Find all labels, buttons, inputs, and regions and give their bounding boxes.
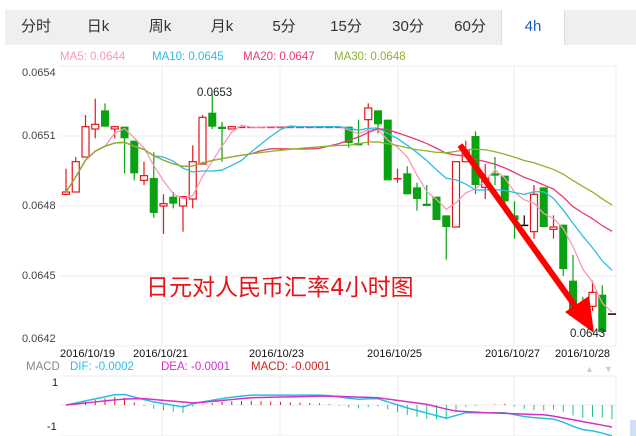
date-label: 2016/10/19	[60, 348, 116, 360]
dif-line	[65, 393, 613, 436]
candle-body	[432, 196, 441, 220]
ma20-legend: MA20: 0.0647	[243, 51, 315, 63]
candle-body	[559, 224, 568, 269]
candle-body	[130, 140, 139, 174]
candle-body	[91, 123, 100, 130]
candle-body	[344, 126, 353, 143]
candle-body	[598, 294, 607, 332]
candle-body	[178, 196, 188, 207]
candle-body	[208, 112, 217, 127]
date-label: 2016/10/23	[249, 348, 305, 360]
candle-body	[374, 110, 382, 125]
ma5-legend: MA5: 0.0644	[60, 51, 126, 63]
y-tick: 0.0651	[22, 130, 56, 142]
tab-intraday[interactable]: 分时	[20, 18, 51, 35]
candle-body	[169, 196, 178, 204]
high-label: 0.0653	[197, 87, 233, 99]
date-label: 2016/10/27	[485, 348, 541, 360]
macd-y-tick: -1	[47, 421, 57, 433]
candle-body	[549, 226, 558, 230]
candle-body	[422, 203, 431, 206]
candle-body	[393, 178, 402, 180]
candle-body	[529, 193, 539, 233]
date-label: 2016/10/28	[555, 348, 611, 360]
ma30-line	[65, 141, 613, 206]
tab-5min[interactable]: 5分	[272, 18, 296, 35]
candle-body	[110, 126, 119, 130]
macd-value-legend: MACD: -0.0001	[251, 361, 331, 373]
y-tick: 0.0654	[22, 67, 56, 79]
candle-body	[120, 126, 129, 139]
resize-handle[interactable]	[630, 420, 636, 436]
candle-body	[471, 136, 480, 185]
y-tick: 0.0648	[22, 200, 56, 212]
candle-body	[286, 126, 295, 129]
candle-body	[149, 178, 158, 213]
period-tabs: 分时 日k 周k 月k 5分 15分 30分 60分 4h	[5, 10, 636, 45]
candle-body	[61, 191, 71, 195]
candle-body	[403, 173, 412, 195]
candle-body	[266, 126, 275, 129]
tab-15min[interactable]: 15分	[330, 18, 362, 35]
candle-body	[491, 173, 499, 176]
candle-body	[383, 119, 392, 181]
candle-body	[101, 110, 109, 127]
dif-legend: DIF: -0.0002	[70, 361, 134, 373]
candle-body	[315, 126, 324, 129]
candle-body	[139, 175, 149, 181]
candle-body	[227, 126, 236, 130]
candle-body	[413, 187, 421, 199]
candle-body	[276, 126, 285, 129]
ma30-legend: MA30: 0.0648	[334, 51, 406, 63]
date-label: 2016/10/21	[133, 348, 189, 360]
low-label: 0.0643	[570, 328, 606, 340]
candle-body	[335, 126, 343, 129]
trend-arrow-head	[565, 296, 594, 333]
candle-body	[159, 203, 168, 207]
candle-body	[451, 161, 461, 228]
macd-y-tick: 1	[52, 377, 59, 389]
scroll-up-icon[interactable]: ▲	[585, 364, 594, 374]
ma10-legend: MA10: 0.0645	[152, 51, 224, 63]
scroll-down-icon[interactable]: ▼	[604, 364, 613, 374]
candle-body	[218, 126, 226, 129]
trend-arrow	[457, 143, 581, 312]
dea-line	[65, 395, 613, 428]
candle-body	[520, 224, 529, 227]
tab-30min[interactable]: 30分	[392, 18, 424, 35]
candle-body	[608, 313, 616, 315]
tab-4h[interactable]: 4h	[501, 10, 565, 45]
macd-label: MACD	[26, 361, 60, 373]
tab-monthly-k[interactable]: 月k	[210, 18, 234, 35]
candle-body	[442, 215, 451, 227]
dea-legend: DEA: -0.0001	[161, 361, 231, 373]
candle-body	[237, 126, 246, 129]
candle-body	[539, 187, 548, 227]
y-tick: 0.0642	[22, 333, 56, 345]
candle-body	[500, 175, 509, 202]
candle-body	[81, 126, 90, 158]
tab-60min[interactable]: 60分	[454, 18, 486, 35]
candle-body	[198, 116, 207, 165]
tab-daily-k[interactable]: 日k	[86, 18, 110, 35]
chart-title-annotation: 日元对人民币汇率4小时图	[146, 275, 414, 301]
candle-body	[325, 126, 334, 129]
y-tick: 0.0645	[22, 270, 56, 282]
date-label: 2016/10/25	[367, 348, 423, 360]
candle-body	[188, 161, 197, 200]
tab-weekly-k[interactable]: 周k	[148, 18, 172, 35]
ma10-line	[65, 125, 613, 271]
candle-body	[364, 107, 373, 121]
